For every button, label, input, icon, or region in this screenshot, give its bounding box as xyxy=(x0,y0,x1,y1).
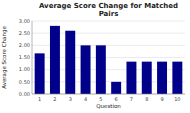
y-tick-label: 0.50 xyxy=(19,79,30,85)
bars xyxy=(35,26,183,94)
y-tick-label: 3.00 xyxy=(19,18,30,24)
bar xyxy=(157,62,167,94)
y-tick-label: 2.00 xyxy=(19,42,30,48)
x-axis xyxy=(32,94,185,95)
x-tick-label: 2 xyxy=(53,96,56,102)
y-axis xyxy=(32,21,33,94)
x-tick-label: 7 xyxy=(130,96,133,102)
bar xyxy=(35,53,45,94)
bar xyxy=(111,82,121,94)
bar xyxy=(96,45,106,94)
grid-line xyxy=(32,21,185,22)
y-tick-label: 0.00 xyxy=(19,91,30,97)
chart: Average Score Change for MatchedPairs 0.0… xyxy=(0,0,190,113)
y-tick-label: 1.00 xyxy=(19,66,30,72)
bar xyxy=(172,62,182,94)
bar xyxy=(65,31,75,94)
x-tick-label: 8 xyxy=(145,96,148,102)
bar xyxy=(81,45,91,94)
x-tick-label: 4 xyxy=(84,96,87,102)
y-axis-label: Average Score Change xyxy=(1,26,8,89)
x-axis-label: Question xyxy=(96,103,121,109)
bar xyxy=(126,62,136,94)
x-tick-label: 9 xyxy=(160,96,163,102)
x-tick-label: 1 xyxy=(38,96,41,102)
y-tick-label: 2.50 xyxy=(19,30,30,36)
x-tick-label: 3 xyxy=(69,96,72,102)
title: Average Score Change for MatchedPairs xyxy=(39,2,178,18)
bar xyxy=(142,62,152,94)
x-tick-label: 5 xyxy=(99,96,102,102)
y-tick-label: 1.50 xyxy=(19,54,30,60)
x-tick-label: 6 xyxy=(115,96,118,102)
background xyxy=(0,0,190,113)
x-tick-label: 10 xyxy=(174,96,180,102)
bar xyxy=(50,26,60,94)
